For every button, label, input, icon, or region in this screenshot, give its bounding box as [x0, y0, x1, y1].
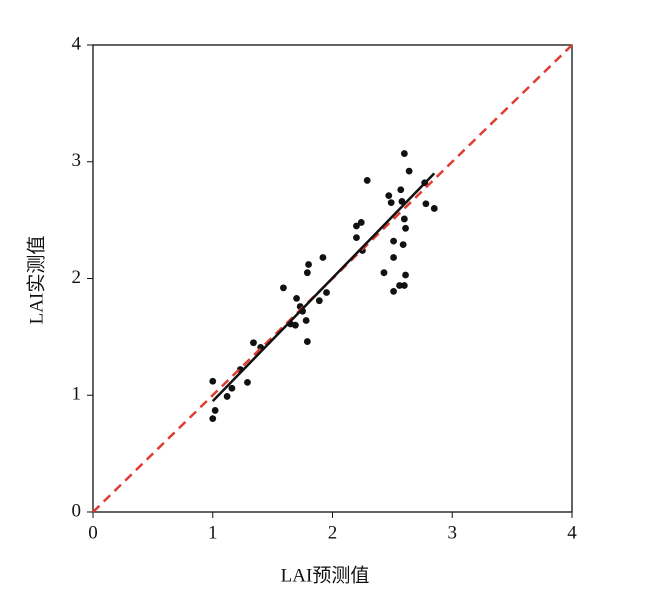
y-axis-label: LAI实测值: [25, 236, 47, 325]
point: [397, 186, 405, 194]
point: [390, 254, 397, 261]
point: [402, 224, 409, 232]
point: [353, 222, 360, 230]
point: [315, 297, 323, 305]
point: [390, 237, 397, 245]
point: [399, 241, 407, 249]
point: [353, 234, 360, 242]
point: [323, 289, 330, 296]
point: [291, 321, 299, 329]
y-tick-label: 4: [72, 33, 82, 54]
point: [400, 282, 408, 289]
point: [209, 377, 217, 385]
point: [293, 294, 300, 302]
point: [400, 215, 408, 223]
point: [422, 200, 430, 208]
point: [302, 317, 310, 324]
point: [385, 192, 393, 200]
x-tick-label: 0: [88, 522, 98, 543]
point: [380, 269, 388, 277]
point: [363, 177, 371, 184]
point: [303, 269, 311, 277]
point: [305, 261, 312, 268]
point: [396, 282, 403, 289]
point: [319, 254, 327, 261]
point: [390, 287, 397, 295]
point: [211, 407, 219, 414]
y-tick-label: 0: [72, 500, 82, 521]
point: [357, 219, 365, 226]
point: [303, 338, 311, 345]
point: [400, 150, 408, 157]
point: [228, 384, 236, 392]
y-tick-label: 1: [72, 384, 82, 405]
point: [430, 205, 438, 212]
point: [250, 339, 257, 347]
x-tick-label: 4: [567, 522, 577, 543]
point: [244, 379, 251, 386]
y-tick-label: 2: [72, 267, 82, 288]
y-tick-label: 3: [72, 150, 82, 171]
point: [405, 167, 413, 175]
point: [402, 271, 409, 279]
fit-line: [211, 172, 436, 402]
x-axis-label: LAI预测值: [281, 564, 370, 586]
point: [209, 415, 217, 422]
point: [387, 199, 395, 207]
point: [223, 393, 231, 400]
x-tick-label: 2: [328, 522, 338, 543]
point: [280, 284, 287, 292]
x-tick-label: 3: [448, 522, 458, 543]
x-tick-label: 1: [208, 522, 218, 543]
